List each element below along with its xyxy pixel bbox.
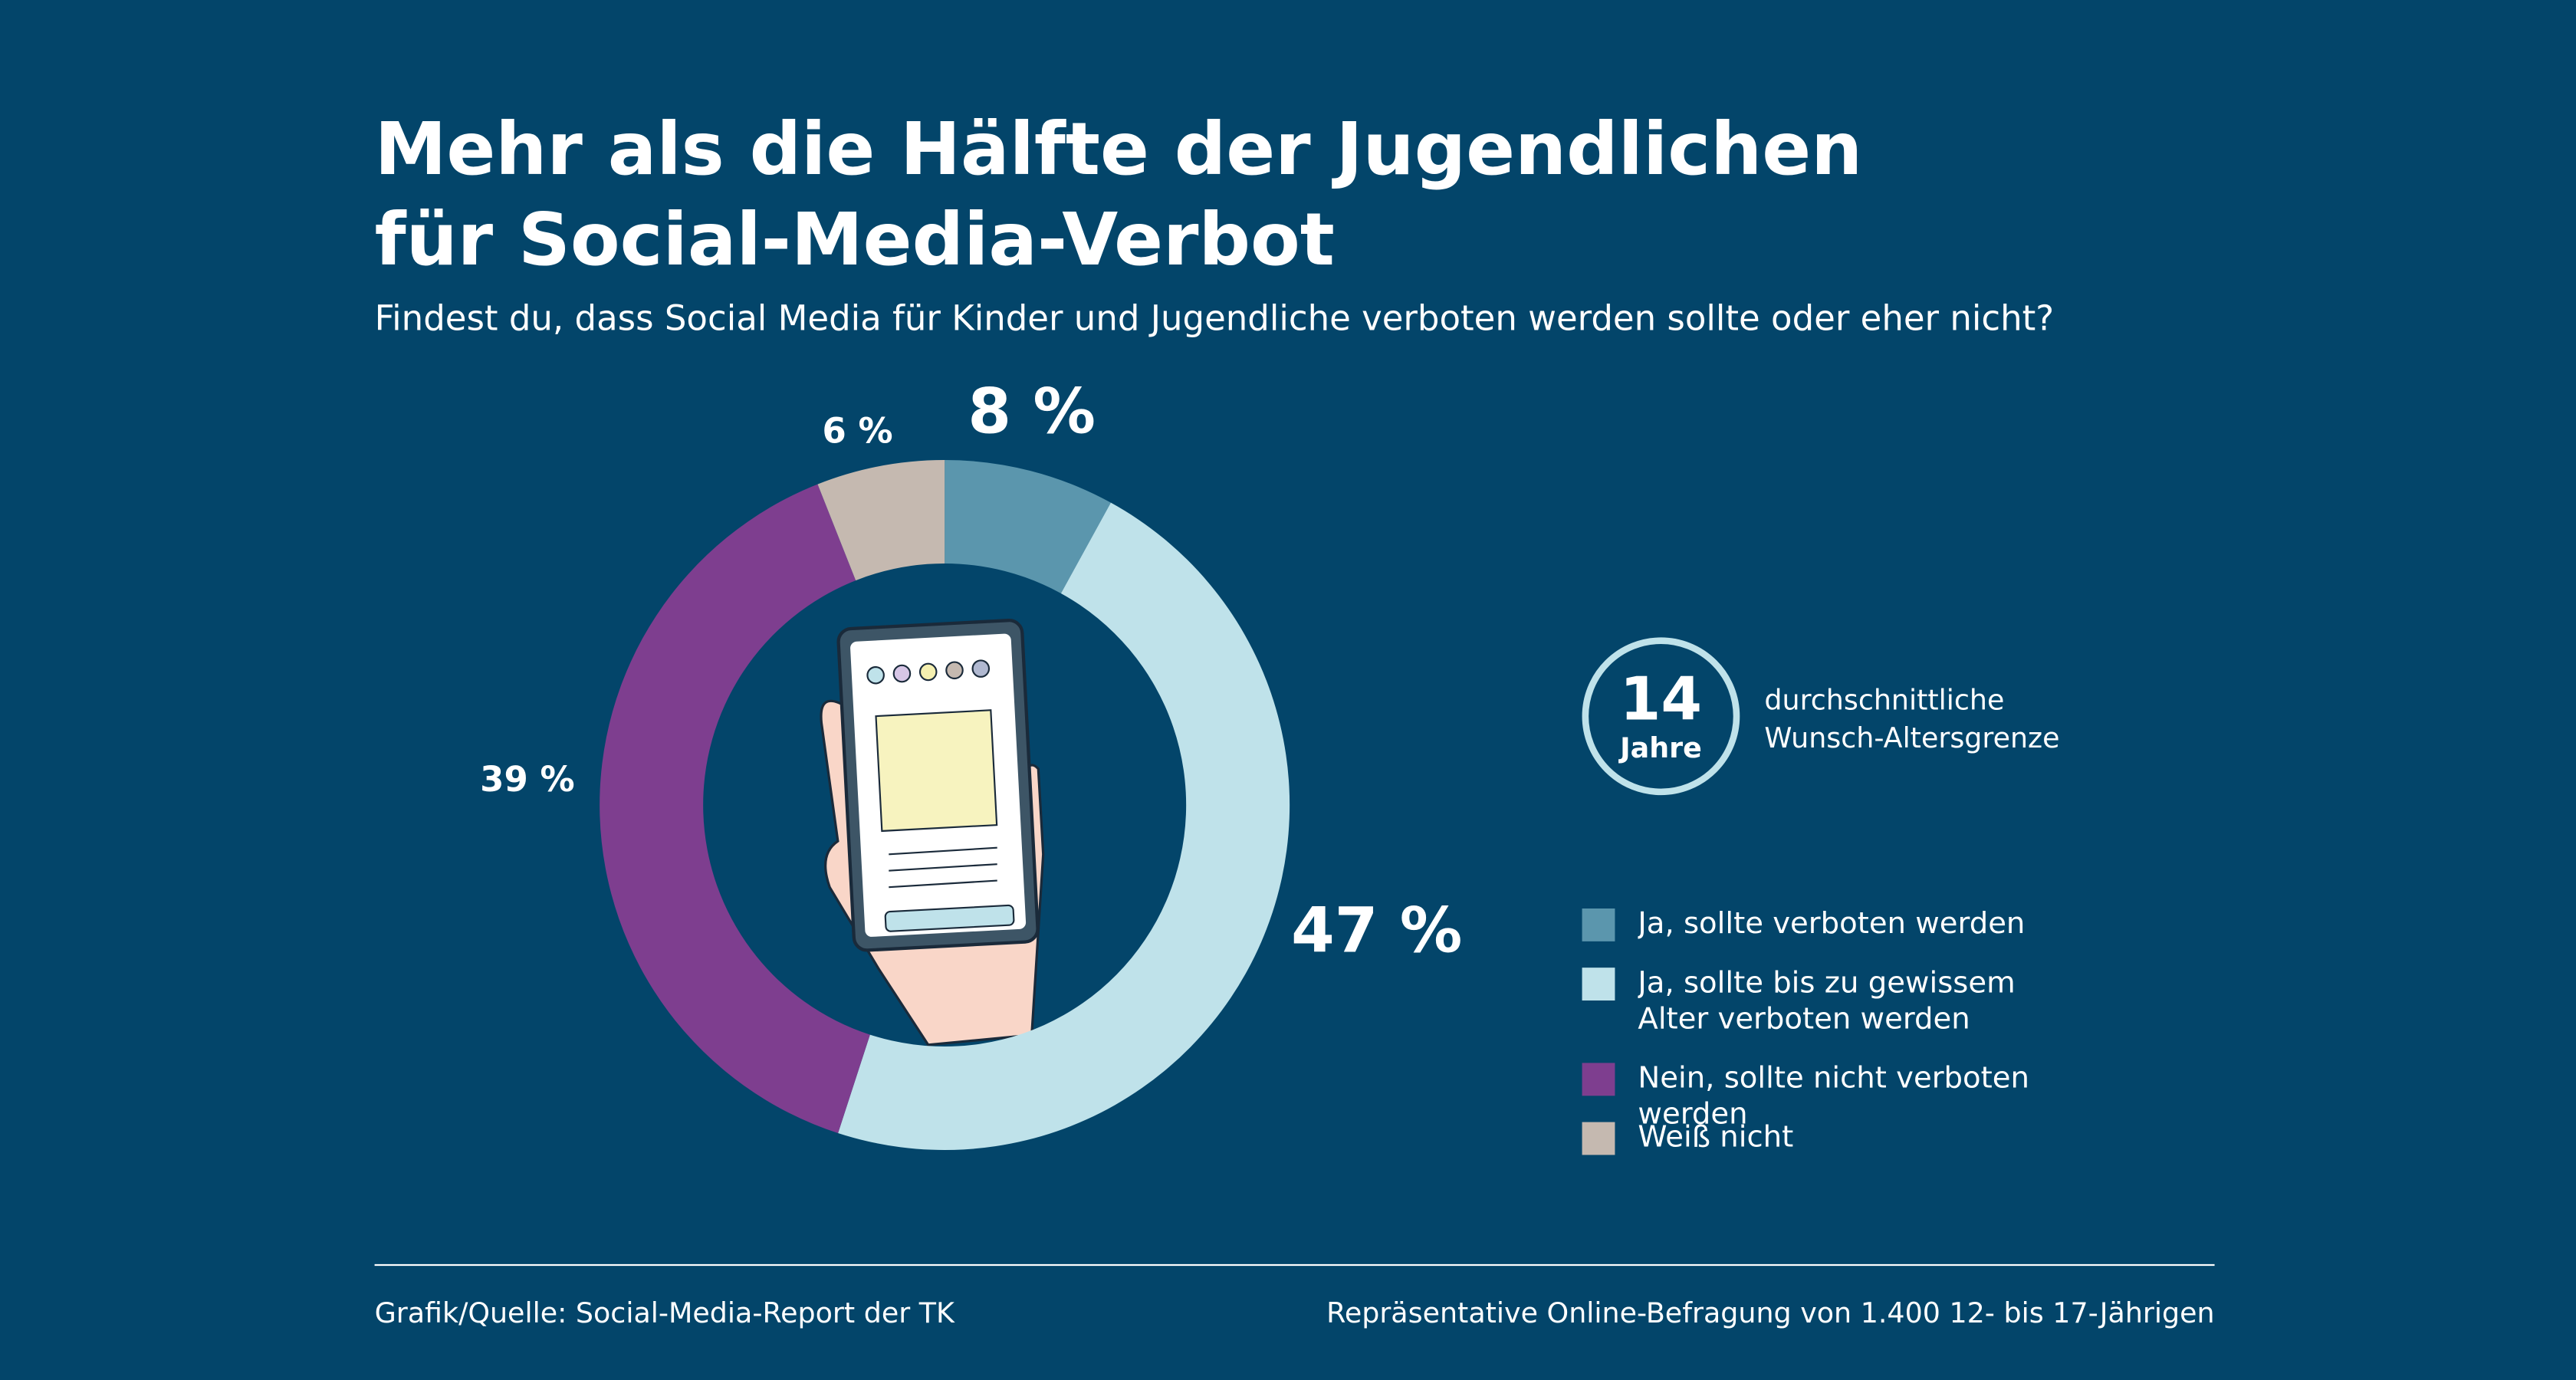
legend-item: Nein, sollte nicht verboten werden: [1638, 1061, 2029, 1132]
legend-item: Ja, sollte bis zu gewissem Alter verbote…: [1638, 966, 2016, 1037]
badge-value: 14: [1620, 665, 1702, 734]
donut-segment: [945, 460, 1111, 593]
chart-title: Mehr als die Hälfte der Jugendlichen: [375, 107, 1863, 192]
value-label: 39 %: [480, 759, 574, 800]
donut-segment: [600, 484, 870, 1133]
badge-ring: [1582, 637, 1740, 796]
donut-segment: [817, 460, 945, 581]
legend-label: Ja, sollte verboten werden: [1638, 906, 2026, 941]
badge-text: Wunsch-Altersgrenze: [1764, 721, 2059, 754]
badge-unit: Jahre: [1618, 731, 1702, 764]
phone-illustration: [820, 619, 1045, 1046]
chart-title: für Social-Media-Verbot: [375, 198, 1335, 282]
legend-item: Weiß nicht: [1638, 1120, 1794, 1155]
source: Grafik/Quelle: Social-Media-Report der T…: [375, 1296, 955, 1329]
donut-segment: [838, 502, 1290, 1151]
badge: 14 Jahre durchschnittliche Wunsch-Alters…: [1582, 637, 2060, 796]
legend-item: Ja, sollte verboten werden: [1638, 906, 2026, 941]
value-label: 47 %: [1291, 895, 1462, 968]
badge-text: durchschnittliche: [1764, 684, 2004, 717]
legend-label: Nein, sollte nicht verboten werden: [1638, 1061, 2029, 1132]
value-label: 6 %: [823, 411, 893, 452]
legend-swatch: [1582, 1063, 1615, 1096]
note: Repräsentative Online-Befragung von 1.40…: [1326, 1296, 2214, 1329]
legend-swatch: [1582, 909, 1615, 941]
chart-subtitle: Findest du, dass Social Media für Kinder…: [375, 298, 2055, 339]
value-label: 8 %: [968, 376, 1096, 449]
legend-label: Weiß nicht: [1638, 1120, 1794, 1155]
legend-swatch: [1582, 1122, 1615, 1155]
legend-label: Ja, sollte bis zu gewissem Alter verbote…: [1638, 966, 2016, 1037]
legend-swatch: [1582, 968, 1615, 1001]
